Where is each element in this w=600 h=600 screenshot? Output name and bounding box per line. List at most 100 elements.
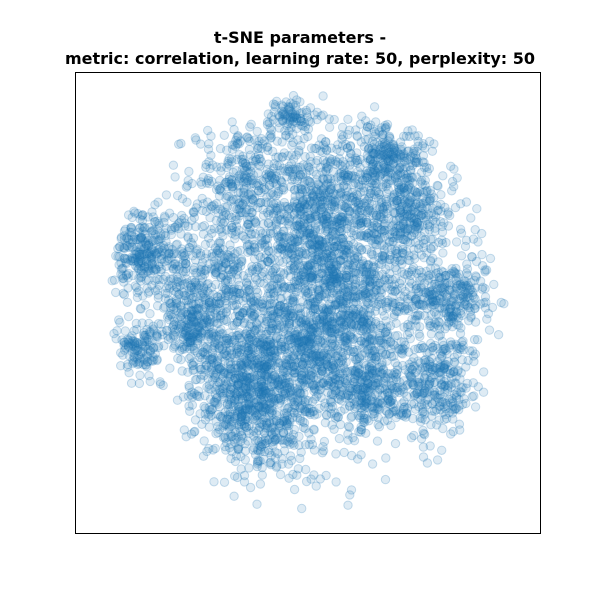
scatter-point [303, 280, 313, 290]
scatter-point [321, 237, 331, 248]
scatter-point [329, 242, 339, 252]
scatter-point [295, 247, 305, 258]
scatter-point [328, 216, 339, 226]
scatter-point [279, 245, 289, 256]
scatter-point [341, 245, 351, 255]
scatter-point [351, 321, 362, 331]
scatter-point [282, 370, 292, 381]
scatter-point [344, 294, 354, 304]
scatter-point [290, 252, 300, 262]
scatter-point [290, 256, 300, 267]
scatter-point [241, 422, 252, 433]
scatter-point [284, 242, 294, 252]
scatter-point [338, 324, 348, 335]
scatter-point [327, 251, 337, 261]
scatter-point [455, 224, 466, 235]
scatter-point [368, 228, 379, 239]
scatter-point [314, 234, 324, 245]
scatter-point [322, 288, 332, 299]
scatter-point [379, 219, 389, 230]
scatter-point [360, 230, 371, 240]
scatter-point [144, 286, 155, 297]
scatter-point [328, 250, 339, 261]
scatter-point [394, 256, 405, 266]
scatter-point [331, 273, 341, 284]
scatter-point [351, 296, 361, 307]
scatter-point [288, 236, 298, 247]
scatter-point [377, 285, 387, 295]
scatter-point [365, 304, 375, 314]
scatter-point [256, 360, 266, 371]
scatter-point [390, 438, 401, 449]
scatter-point [203, 125, 213, 136]
scatter-point [329, 271, 339, 282]
scatter-point [371, 212, 381, 223]
scatter-point [302, 241, 312, 251]
scatter-point [336, 227, 346, 237]
scatter-point [309, 260, 320, 270]
scatter-point [265, 289, 276, 299]
scatter-point [344, 240, 354, 251]
scatter-point [434, 331, 444, 341]
scatter-point [327, 226, 337, 236]
scatter-point [307, 284, 318, 294]
scatter-point [161, 190, 172, 200]
scatter-point [342, 265, 352, 275]
scatter-point [328, 212, 338, 223]
scatter-point [317, 199, 328, 209]
scatter-point [295, 202, 306, 212]
scatter-point [213, 421, 223, 432]
scatter-point [274, 273, 285, 283]
scatter-point [289, 353, 299, 363]
chart-title-line-2: metric: correlation, learning rate: 50, … [64, 49, 536, 68]
scatter-point [262, 119, 273, 130]
scatter-point [302, 266, 312, 276]
scatter-point [329, 246, 340, 257]
scatter-point [287, 240, 297, 250]
scatter-point [349, 225, 359, 236]
scatter-point [292, 221, 303, 231]
scatter-point [295, 261, 305, 271]
scatter-point [348, 267, 358, 277]
scatter-point [361, 126, 371, 137]
scatter-point [358, 309, 369, 319]
scatter-point [404, 161, 414, 171]
scatter-point [189, 207, 199, 217]
scatter-point [351, 278, 361, 288]
scatter-point [293, 384, 303, 394]
scatter-point [358, 258, 368, 269]
scatter-point [317, 256, 327, 266]
scatter-point [355, 261, 365, 271]
scatter-point [281, 358, 291, 369]
scatter-point [328, 188, 338, 198]
scatter-point [304, 228, 315, 238]
scatter-point [273, 247, 283, 258]
scatter-point [307, 244, 317, 254]
scatter-point [288, 296, 298, 306]
scatter-point [326, 280, 336, 291]
scatter-point [274, 231, 284, 241]
scatter-point [457, 355, 467, 365]
scatter-point [342, 223, 352, 234]
scatter-point [290, 372, 300, 382]
scatter-point [281, 254, 291, 264]
scatter-point [264, 180, 275, 190]
scatter-point [345, 259, 355, 270]
scatter-point [355, 231, 365, 242]
scatter-point [380, 276, 390, 286]
scatter-point [134, 286, 144, 296]
scatter-point [290, 208, 300, 219]
scatter-point [356, 218, 366, 228]
scatter-point [343, 244, 354, 255]
scatter-point [383, 213, 394, 224]
scatter-point [233, 369, 244, 379]
scatter-point [298, 341, 308, 351]
scatter-point [366, 267, 377, 277]
scatter-point [370, 270, 381, 281]
scatter-point [276, 394, 286, 404]
scatter-point [328, 264, 338, 275]
scatter-point [271, 217, 282, 227]
scatter-point [292, 236, 302, 247]
scatter-point [416, 203, 427, 213]
scatter-point [358, 263, 368, 273]
